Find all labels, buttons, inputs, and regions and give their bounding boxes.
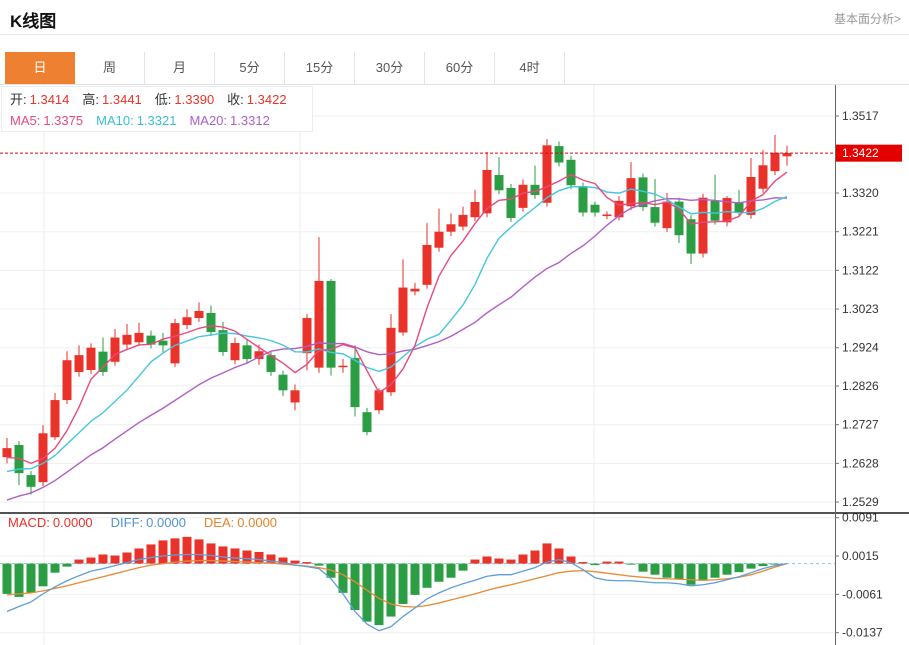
svg-text:1.2826: 1.2826: [842, 379, 879, 393]
page-title: K线图: [10, 12, 57, 31]
svg-text:1.2924: 1.2924: [842, 341, 879, 355]
ma20-label: MA20:: [189, 113, 228, 128]
page-header: K线图 基本面分析>: [0, 0, 909, 35]
ohlc-row: 开: 1.3414 高: 1.3441 低: 1.3390 收: 1.3422: [10, 89, 304, 110]
dea-label: DEA:: [203, 515, 235, 530]
svg-text:0.0091: 0.0091: [842, 511, 879, 525]
diff-label: DIFF:: [110, 515, 144, 530]
low-value: 1.3390: [174, 92, 215, 107]
tab-60min[interactable]: 60分: [425, 52, 495, 84]
high-label: 高:: [82, 92, 100, 107]
tab-month[interactable]: 月: [145, 52, 215, 84]
svg-text:-0.0137: -0.0137: [842, 626, 883, 640]
ohlc-legend: 开: 1.3414 高: 1.3441 低: 1.3390 收: 1.3422 MA5:…: [1, 86, 313, 132]
timeframe-tabs: 日 周 月 5分 15分 30分 60分 4时: [0, 52, 909, 85]
svg-text:0.0015: 0.0015: [842, 549, 879, 563]
ma20-value: 1.3312: [230, 113, 270, 128]
svg-text:1.3023: 1.3023: [842, 302, 879, 316]
tab-30min[interactable]: 30分: [355, 52, 425, 84]
low-label: 低:: [154, 92, 172, 107]
fundamental-analysis-link[interactable]: 基本面分析>: [833, 12, 901, 26]
svg-text:1.2529: 1.2529: [842, 495, 879, 509]
svg-text:-0.0061: -0.0061: [842, 587, 883, 601]
tab-5min[interactable]: 5分: [215, 52, 285, 84]
tab-4hour[interactable]: 4时: [495, 52, 565, 84]
ma5-label: MA5:: [10, 113, 41, 128]
ma10-value: 1.3321: [136, 113, 177, 128]
svg-text:1.3320: 1.3320: [842, 186, 879, 200]
tab-day[interactable]: 日: [5, 52, 75, 84]
ma5-value: 1.3375: [43, 113, 84, 128]
svg-text:1.3517: 1.3517: [842, 109, 879, 123]
tab-15min[interactable]: 15分: [285, 52, 355, 84]
kline-macd-chart[interactable]: 1.3517 1.3320 1.3221 1.3122 1.3023 1.2924 1.28…: [0, 85, 909, 645]
macd-legend: MACD: 0.0000 DIFF: 0.0000 DEA: 0.0000: [8, 515, 277, 530]
open-label: 开:: [10, 92, 27, 107]
svg-text:1.2628: 1.2628: [842, 456, 879, 470]
close-label: 收:: [227, 92, 244, 107]
svg-text:1.3221: 1.3221: [842, 225, 879, 239]
high-value: 1.3441: [102, 92, 142, 107]
tab-week[interactable]: 周: [75, 52, 145, 84]
svg-text:1.3122: 1.3122: [842, 263, 879, 277]
close-value: 1.3422: [246, 92, 287, 107]
chart-area: 1.3517 1.3320 1.3221 1.3122 1.3023 1.2924 1.28…: [0, 85, 909, 645]
open-value: 1.3414: [29, 92, 70, 107]
diff-value: 0.0000: [146, 515, 186, 530]
dea-value: 0.0000: [237, 515, 278, 530]
svg-text:1.3422: 1.3422: [842, 146, 879, 160]
macd-value: 0.0000: [52, 515, 93, 530]
svg-text:1.2727: 1.2727: [842, 418, 879, 432]
ma-row: MA5: 1.3375 MA10: 1.3321 MA20: 1.3312: [10, 110, 304, 131]
macd-label: MACD:: [8, 515, 50, 530]
ma10-label: MA10:: [96, 113, 134, 128]
